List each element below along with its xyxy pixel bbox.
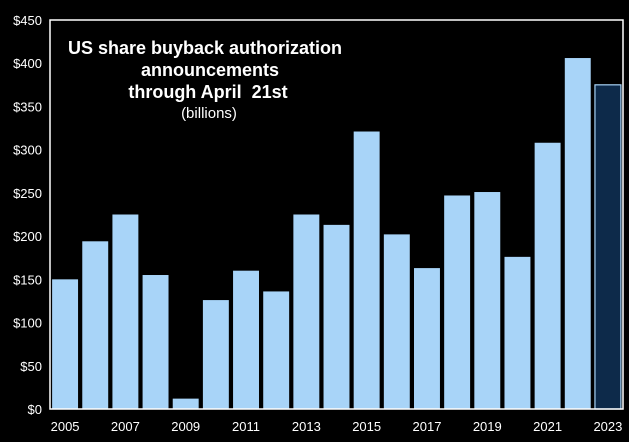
- bar-2019: [474, 192, 501, 409]
- title-line-1: US share buyback authorization: [68, 38, 342, 58]
- bar-2011: [233, 270, 259, 409]
- bar-2009: [172, 398, 199, 409]
- x-tick-label: 2011: [232, 419, 260, 434]
- y-tick-label: $100: [13, 316, 42, 331]
- bar-2006: [82, 241, 109, 409]
- y-tick-label: $300: [13, 143, 42, 158]
- bar-2017: [414, 268, 440, 409]
- x-tick-label: 2013: [292, 419, 321, 434]
- bar-2020: [504, 256, 531, 409]
- x-tick-label: 2005: [51, 419, 80, 434]
- plot-frame: [49, 19, 624, 410]
- title-line-2: announcements: [141, 60, 279, 80]
- x-tick-label: 2017: [413, 419, 442, 434]
- bar-2014: [323, 224, 350, 409]
- y-tick-label: $150: [13, 272, 42, 287]
- x-tick-label: 2007: [111, 419, 140, 434]
- bar-2021: [534, 142, 561, 410]
- y-tick-label: $0: [28, 402, 42, 417]
- bars: [52, 58, 622, 410]
- bar-2007: [112, 214, 139, 409]
- x-tick-label: 2019: [473, 419, 502, 434]
- bar-2023: [594, 84, 622, 410]
- title-line-3: through April 21st: [128, 82, 287, 102]
- bar-2016: [383, 234, 410, 409]
- bar-2008: [142, 275, 169, 409]
- x-tick-label: 2015: [352, 419, 381, 434]
- bar-2018: [444, 195, 471, 409]
- x-axis-ticks: 2005 2007 2009 2011 2013 2015 2017 2019 2021 2023: [51, 419, 623, 434]
- x-tick-label: 2021: [533, 419, 562, 434]
- bar-2013: [293, 214, 320, 409]
- y-tick-label: $350: [13, 99, 42, 114]
- y-axis-ticks: $0 $50 $100 $150 $200 $250 $300 $350 $400 $450: [13, 13, 42, 417]
- y-tick-label: $200: [13, 229, 42, 244]
- chart-title: US share buyback authorization announcem…: [68, 38, 342, 122]
- x-tick-label: 2023: [593, 419, 622, 434]
- bar-2010: [202, 300, 229, 409]
- bar-2015: [353, 131, 380, 409]
- x-tick-label: 2009: [171, 419, 200, 434]
- y-tick-label: $450: [13, 13, 42, 28]
- bar-2005: [52, 279, 79, 409]
- y-tick-label: $400: [13, 56, 42, 71]
- chart-subtitle: (billions): [181, 105, 237, 122]
- bar-2012: [263, 291, 290, 409]
- y-tick-label: $50: [20, 359, 42, 374]
- y-tick-label: $250: [13, 186, 42, 201]
- bar-2022: [564, 58, 591, 410]
